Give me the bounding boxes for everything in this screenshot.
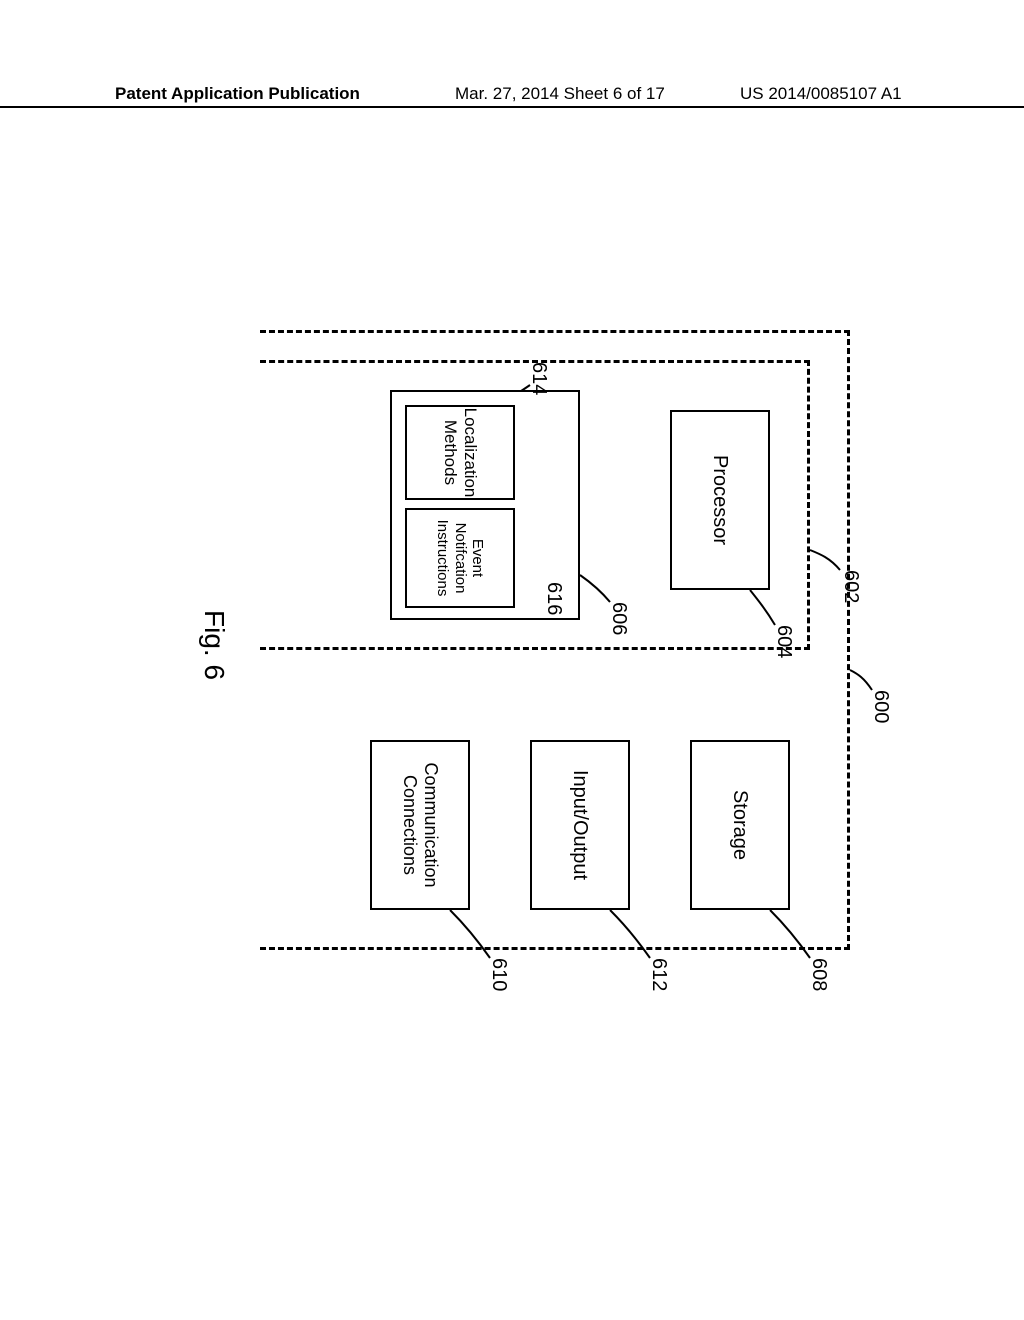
- localization-label: Localization Methods: [440, 408, 479, 498]
- storage-label: Storage: [729, 790, 752, 860]
- ref-608: 608: [807, 958, 830, 991]
- comm-label: Communication Connections: [399, 762, 440, 887]
- diagram-stage: Processor Localization Methods Event Not…: [110, 290, 910, 990]
- localization-methods-box: Localization Methods: [405, 405, 515, 500]
- ref-602: 602: [839, 570, 862, 603]
- event-notification-box: Event Notifcation Instructions: [405, 508, 515, 608]
- header-sheet: Mar. 27, 2014 Sheet 6 of 17: [455, 84, 665, 104]
- page-header: Patent Application Publication Mar. 27, …: [0, 84, 1024, 108]
- ref-606: 606: [607, 602, 630, 635]
- ref-600: 600: [869, 690, 892, 723]
- eventnotif-label: Event Notifcation Instructions: [434, 510, 486, 606]
- communication-connections-box: Communication Connections: [370, 740, 470, 910]
- processor-label: Processor: [709, 455, 732, 545]
- figure-label: Fig. 6: [198, 610, 230, 680]
- ref-616: 616: [542, 582, 565, 615]
- header-publication: Patent Application Publication: [115, 84, 360, 104]
- io-box: Input/Output: [530, 740, 630, 910]
- ref-614: 614: [527, 362, 550, 395]
- page: Patent Application Publication Mar. 27, …: [0, 0, 1024, 1320]
- processor-box: Processor: [670, 410, 770, 590]
- storage-box: Storage: [690, 740, 790, 910]
- io-label: Input/Output: [569, 770, 592, 880]
- ref-604: 604: [772, 625, 795, 658]
- ref-610: 610: [487, 958, 510, 991]
- header-docnum: US 2014/0085107 A1: [740, 84, 902, 104]
- figure-6-diagram: Processor Localization Methods Event Not…: [110, 290, 910, 990]
- ref-612: 612: [647, 958, 670, 991]
